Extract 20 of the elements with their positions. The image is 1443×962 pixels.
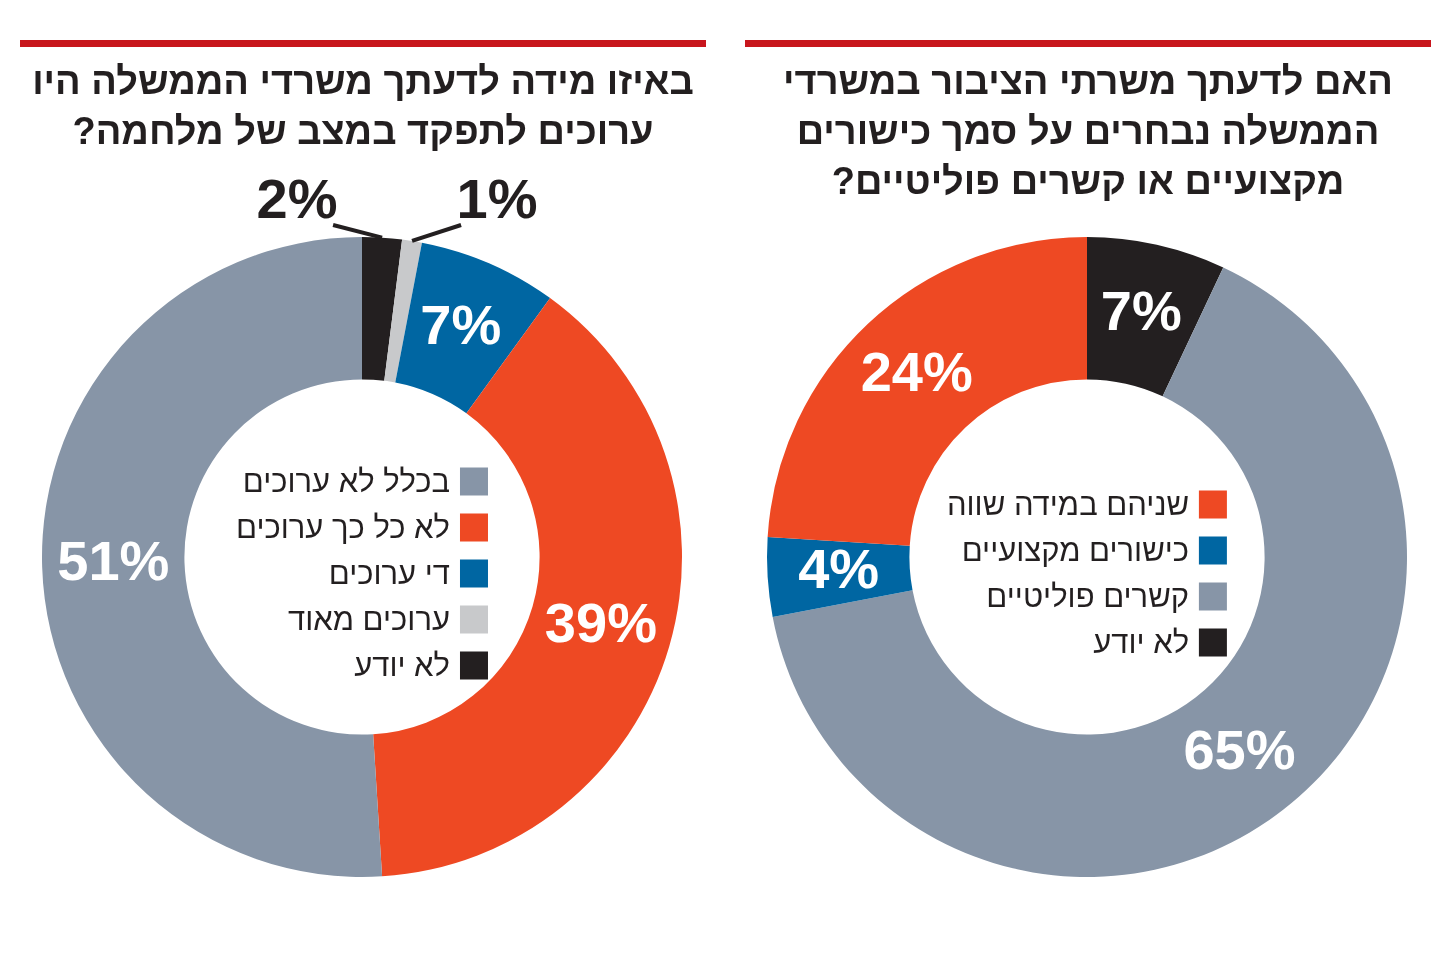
legend-label: לא יודע: [1093, 624, 1190, 660]
data-label: 24%: [860, 340, 973, 404]
legend-label: ערוכים מאוד: [288, 601, 451, 637]
legend-label: קשרים פוליטיים: [986, 578, 1190, 614]
data-label: 7%: [1100, 278, 1182, 342]
legend-label: לא יודע: [354, 647, 451, 683]
data-label: 1%: [456, 167, 538, 231]
data-label: 65%: [1183, 718, 1296, 782]
data-label: 4%: [798, 537, 880, 601]
data-label: 51%: [57, 529, 170, 593]
legend-label: בכלל לא ערוכים: [242, 463, 451, 499]
data-label: 7%: [420, 293, 502, 357]
legend-label: לא כל כך ערוכים: [235, 509, 451, 545]
legend-label: די ערוכים: [328, 555, 451, 591]
data-label: 2%: [256, 167, 338, 231]
data-label: 39%: [544, 590, 657, 654]
chart-title: באיזו מידה לדעתך משרדי הממשלה היו ערוכים לתפקד במצב של מלחמה?: [31, 59, 695, 154]
legend-label: שניהם במידה שווה: [946, 486, 1190, 522]
chart-title: האם לדעתך משרתי הציבור במשרדי הממשלה נבחרים על סמך כישורים מקצועיים או קשרים פוליטיים?: [782, 59, 1394, 204]
legend-label: כישורים מקצועיים: [961, 532, 1190, 568]
